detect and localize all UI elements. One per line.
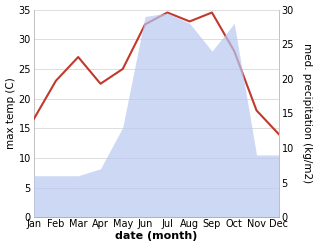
Y-axis label: med. precipitation (kg/m2): med. precipitation (kg/m2) [302,43,313,184]
X-axis label: date (month): date (month) [115,231,197,242]
Y-axis label: max temp (C): max temp (C) [5,78,16,149]
